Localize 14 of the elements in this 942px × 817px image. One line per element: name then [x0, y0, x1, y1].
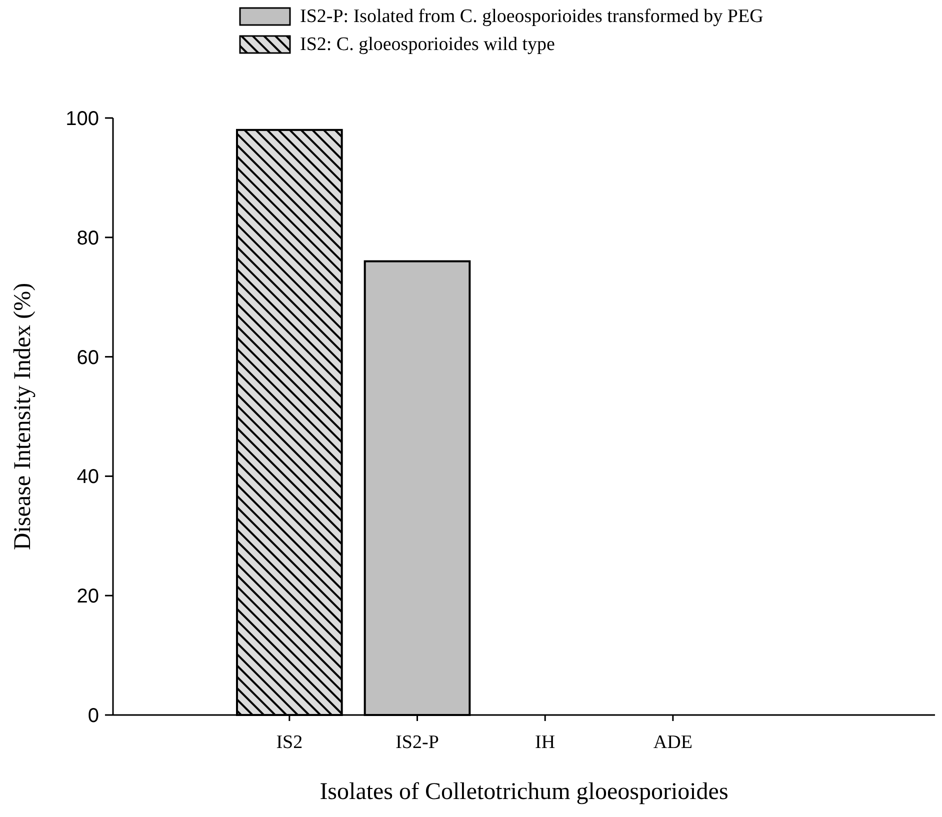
x-tick-label: ADE — [653, 732, 692, 753]
y-tick-label: 0 — [88, 705, 99, 727]
y-tick-label: 100 — [66, 108, 99, 130]
x-tick-label: IS2 — [276, 732, 303, 753]
legend-label: IS2: C. gloeosporioides wild type — [300, 34, 555, 55]
y-tick-label: 60 — [76, 346, 99, 369]
y-tick-label: 80 — [76, 227, 99, 250]
y-axis-title: Disease Intensity Index (%) — [10, 282, 36, 550]
x-tick-label: IS2-P — [396, 732, 439, 753]
x-axis-title: Isolates of Colletotrichum gloeosporioides — [320, 779, 728, 805]
x-tick-label: IH — [535, 732, 556, 753]
legend-label: IS2-P: Isolated from C. gloeosporioides transformed by PEG — [300, 6, 764, 27]
y-tick-label: 40 — [76, 466, 99, 488]
y-tick-label: 20 — [76, 586, 99, 608]
